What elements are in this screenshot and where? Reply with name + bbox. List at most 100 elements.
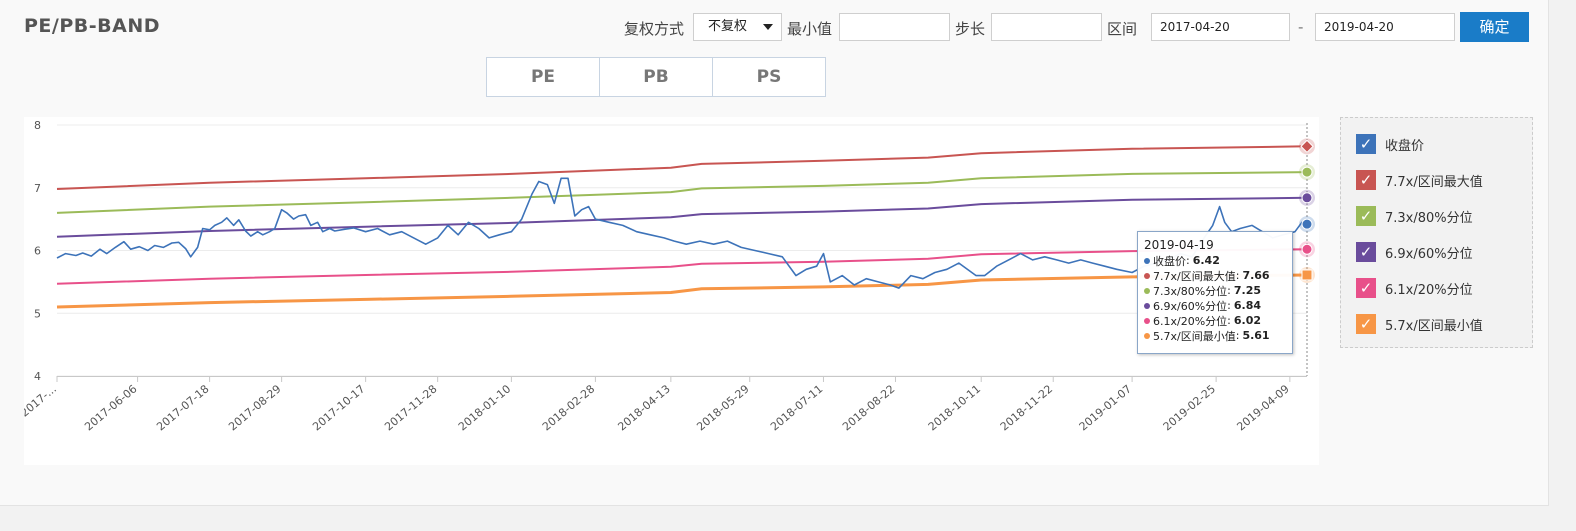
x-tick-label: 2017-... [24, 382, 59, 419]
series-line [56, 273, 1308, 309]
tooltip-row-value: 6.42 [1192, 254, 1220, 267]
y-tick-label: 7 [34, 182, 41, 195]
x-tick-label: 2019-02-25 [1161, 382, 1218, 433]
x-tick-label: 2018-04-13 [615, 382, 672, 433]
series-dot-icon [1144, 257, 1150, 264]
legend-item-close[interactable]: ✓ 收盘价 [1356, 133, 1424, 155]
legend-item-max[interactable]: ✓ 7.7x/区间最大值 [1356, 169, 1483, 191]
tooltip-row-value: 7.25 [1233, 284, 1262, 297]
legend-label: 6.1x/20%分位 [1385, 282, 1473, 298]
series-line [56, 145, 1308, 190]
x-tick-label: 2017-08-29 [226, 382, 283, 433]
step-label: 步长 [955, 20, 986, 38]
tooltip-row-p20: 6.1x/20%分位:6.02 [1144, 313, 1292, 328]
checkbox-checked-icon[interactable]: ✓ [1356, 314, 1376, 334]
checkbox-checked-icon[interactable]: ✓ [1356, 134, 1376, 154]
checkbox-checked-icon[interactable]: ✓ [1356, 278, 1376, 298]
x-tick-label: 2017-11-28 [382, 382, 439, 433]
x-tick-label: 2018-07-11 [768, 382, 825, 433]
y-tick-label: 6 [34, 245, 41, 258]
series-line [56, 171, 1308, 214]
min-value-input[interactable] [839, 13, 950, 41]
x-tick-label: 2019-04-09 [1234, 382, 1291, 433]
x-tick-label: 2018-11-22 [998, 382, 1055, 433]
legend-label: 5.7x/区间最小值 [1385, 318, 1483, 334]
x-tick-label: 2017-07-18 [154, 382, 211, 433]
series-marker-square [1301, 269, 1313, 281]
legend-label: 收盘价 [1385, 138, 1425, 154]
chart-tooltip: 2019-04-19 收盘价:6.42 7.7x/区间最大值:7.66 7.3x… [1137, 231, 1293, 354]
series-dot-icon [1144, 287, 1150, 294]
series-line [56, 196, 1308, 238]
y-tick-label: 8 [34, 119, 41, 132]
tooltip-date: 2019-04-19 [1144, 238, 1214, 252]
range-dash: - [1298, 18, 1304, 36]
tooltip-row-label: 6.1x/20%分位 [1153, 314, 1228, 328]
x-tick-label: 2017-10-17 [310, 382, 367, 433]
confirm-button[interactable]: 确定 [1460, 12, 1529, 42]
x-tick-label: 2018-08-22 [840, 382, 897, 433]
start-date-input[interactable]: 2017-04-20 [1151, 13, 1290, 41]
checkbox-checked-icon[interactable]: ✓ [1356, 206, 1376, 226]
series-marker-circle [1301, 192, 1313, 204]
page-title: PE/PB-BAND [24, 15, 160, 37]
metric-tabs: PE PB PS [486, 57, 826, 97]
tooltip-row-p80: 7.3x/80%分位:7.25 [1144, 283, 1292, 298]
tooltip-row-label: 7.7x/区间最大值 [1153, 269, 1236, 283]
checkbox-checked-icon[interactable]: ✓ [1356, 242, 1376, 262]
range-label: 区间 [1107, 20, 1138, 38]
series-marker-circle [1301, 166, 1313, 178]
series-dot-icon [1144, 332, 1150, 339]
tooltip-row-label: 收盘价 [1153, 254, 1186, 268]
series-marker-circle [1301, 218, 1313, 230]
valuation-band-panel: PE/PB-BAND 复权方式 不复权 最小值 步长 区间 2017-04-20… [0, 0, 1549, 506]
series-dot-icon [1144, 272, 1150, 279]
tooltip-row-max: 7.7x/区间最大值:7.66 [1144, 268, 1292, 283]
tooltip-row-value: 7.66 [1242, 269, 1270, 282]
legend-item-p80[interactable]: ✓ 7.3x/80%分位 [1356, 205, 1473, 227]
x-tick-label: 2018-01-10 [456, 382, 513, 433]
tooltip-row-value: 6.84 [1233, 299, 1262, 312]
tab-ps[interactable]: PS [712, 57, 826, 97]
legend-label: 7.3x/80%分位 [1385, 210, 1473, 226]
tooltip-row-label: 6.9x/60%分位 [1153, 299, 1228, 313]
legend-item-min[interactable]: ✓ 5.7x/区间最小值 [1356, 313, 1483, 335]
x-tick-label: 2018-05-29 [694, 382, 751, 433]
tab-pb[interactable]: PB [599, 57, 713, 97]
band-chart: 4 5 6 7 8 2017-... 2017-06-06 2017-07-18 2017-08… [18, 117, 1319, 465]
tooltip-row-close: 收盘价:6.42 [1144, 253, 1292, 268]
tooltip-row-value: 5.61 [1242, 329, 1270, 342]
tooltip-row-label: 5.7x/区间最小值 [1153, 329, 1236, 343]
legend-label: 7.7x/区间最大值 [1385, 174, 1483, 190]
step-input[interactable] [991, 13, 1102, 41]
series-marker-diamond [1300, 139, 1314, 154]
min-value-label: 最小值 [787, 20, 833, 38]
x-tick-label: 2018-02-28 [540, 382, 597, 433]
checkbox-checked-icon[interactable]: ✓ [1356, 170, 1376, 190]
x-tick-label: 2017-06-06 [82, 382, 139, 433]
y-tick-label: 5 [34, 307, 41, 320]
adjust-mode-value: 不复权 [708, 19, 748, 34]
tab-pe[interactable]: PE [486, 57, 600, 97]
series-dot-icon [1144, 317, 1150, 324]
series-dot-icon [1144, 302, 1150, 309]
x-tick-label: 2018-10-11 [926, 382, 983, 433]
tooltip-row-min: 5.7x/区间最小值:5.61 [1144, 328, 1292, 343]
legend-label: 6.9x/60%分位 [1385, 246, 1473, 262]
band-chart-svg: 4 5 6 7 8 2017-... 2017-06-06 2017-07-18 2017-08… [18, 119, 1315, 433]
adjust-mode-label: 复权方式 [624, 20, 685, 38]
adjust-mode-select[interactable]: 不复权 [693, 13, 782, 41]
legend-item-p20[interactable]: ✓ 6.1x/20%分位 [1356, 277, 1473, 299]
x-tick-label: 2019-01-07 [1077, 382, 1134, 433]
chart-legend: ✓ 收盘价 ✓ 7.7x/区间最大值 ✓ 7.3x/80%分位 ✓ 6.9x/60%分位… [1340, 117, 1533, 348]
series-line [56, 177, 1308, 289]
series-line [56, 248, 1308, 285]
tooltip-row-value: 6.02 [1233, 314, 1262, 327]
tooltip-row-p60: 6.9x/60%分位:6.84 [1144, 298, 1292, 313]
y-tick-label: 4 [34, 370, 41, 383]
caret-down-icon [763, 24, 773, 30]
end-date-input[interactable]: 2019-04-20 [1315, 13, 1455, 41]
series-marker-circle [1301, 243, 1313, 255]
legend-item-p60[interactable]: ✓ 6.9x/60%分位 [1356, 241, 1473, 263]
tooltip-row-label: 7.3x/80%分位 [1153, 284, 1228, 298]
